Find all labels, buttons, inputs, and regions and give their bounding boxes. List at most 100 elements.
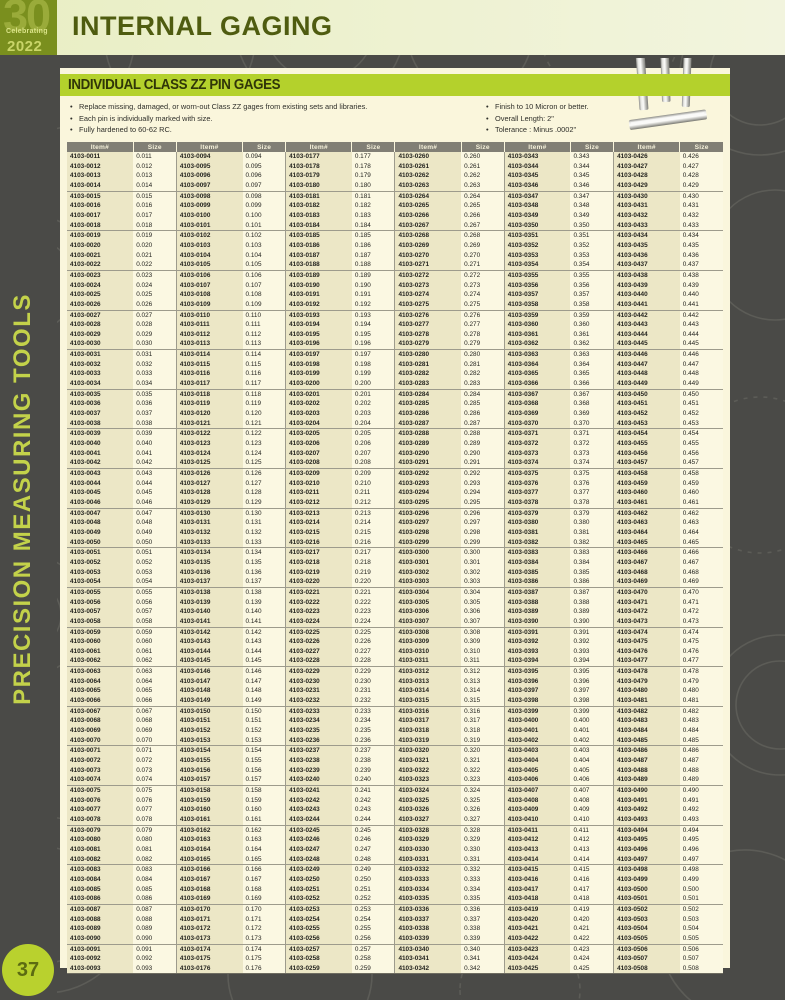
cell-item-number: 4103-0251 — [285, 884, 352, 895]
cell-item-number: 4103-0416 — [503, 874, 571, 885]
cell-item-number: 4103-0467 — [613, 557, 680, 568]
cell-size-value: 0.322 — [461, 765, 505, 776]
cell-item-number: 4103-0264 — [394, 191, 462, 202]
cell-item-number: 4103-0330 — [394, 844, 462, 855]
cell-item-number: 4103-0064 — [67, 676, 134, 687]
cell-item-number: 4103-0316 — [394, 706, 462, 717]
cell-item-number: 4103-0097 — [175, 180, 243, 192]
cell-size-value: 0.245 — [351, 825, 395, 836]
cell-size-value: 0.065 — [133, 686, 177, 697]
cell-size-value: 0.393 — [570, 646, 614, 657]
cell-size-value: 0.050 — [133, 537, 177, 549]
cell-size-value: 0.107 — [242, 280, 286, 291]
cell-item-number: 4103-0371 — [503, 428, 571, 440]
cell-item-number: 4103-0379 — [503, 508, 571, 519]
table-row: 4103-0082 0.082 4103-0165 0.165 4103-0248 0.2… — [67, 854, 723, 866]
cell-size-value: 0.299 — [461, 537, 505, 549]
cell-item-number: 4103-0334 — [394, 884, 462, 895]
cell-item-number: 4103-0425 — [503, 963, 571, 975]
cell-item-number: 4103-0368 — [503, 399, 571, 410]
cell-item-number: 4103-0022 — [67, 260, 134, 271]
cell-size-value: 0.296 — [461, 508, 505, 519]
cell-size-value: 0.042 — [133, 458, 177, 470]
cell-size-value: 0.102 — [242, 230, 286, 241]
cell-size-value: 0.071 — [133, 745, 177, 757]
cell-item-number: 4103-0143 — [175, 637, 243, 647]
cell-size-value: 0.392 — [570, 637, 614, 647]
table-row: 4103-0089 0.089 4103-0172 0.172 4103-0255 0.2… — [67, 924, 723, 934]
cell-item-number: 4103-0438 — [613, 270, 680, 281]
cell-item-number: 4103-0504 — [613, 924, 680, 934]
cell-size-value: 0.300 — [461, 547, 505, 558]
cell-size-value: 0.108 — [242, 290, 286, 300]
cell-size-value: 0.453 — [679, 418, 723, 430]
cell-size-value: 0.019 — [133, 230, 177, 241]
cell-size-value: 0.035 — [133, 389, 177, 400]
cell-item-number: 4103-0258 — [285, 954, 352, 964]
cell-item-number: 4103-0170 — [175, 904, 243, 915]
pin-gage-table: Item# Size Item# Size Item# Size Item# Size Item… — [67, 142, 723, 975]
cell-size-value: 0.023 — [133, 270, 177, 281]
table-row: 4103-0083 0.083 4103-0166 0.166 4103-0249 0.2… — [67, 864, 723, 875]
table-row: 4103-0084 0.084 4103-0167 0.167 4103-0250 0.2… — [67, 874, 723, 885]
cell-size-value: 0.048 — [133, 518, 177, 528]
cell-size-value: 0.382 — [570, 537, 614, 549]
cell-item-number: 4103-0091 — [67, 944, 134, 955]
cell-size-value: 0.421 — [570, 924, 614, 934]
feature-list-right: Finish to 10 Micron or better. Overall L… — [486, 101, 716, 136]
table-row: 4103-0011 0.011 4103-0094 0.094 4103-0177 0.1… — [67, 152, 723, 162]
table-row: 4103-0024 0.024 4103-0107 0.107 4103-0190 0.1… — [67, 280, 723, 291]
cell-size-value: 0.484 — [679, 726, 723, 736]
cell-item-number: 4103-0284 — [394, 389, 462, 400]
cell-item-number: 4103-0485 — [613, 735, 680, 747]
cell-size-value: 0.375 — [570, 468, 614, 479]
cell-item-number: 4103-0118 — [175, 389, 243, 400]
cell-item-number: 4103-0349 — [503, 210, 571, 221]
cell-item-number: 4103-0412 — [503, 835, 571, 845]
cell-item-number: 4103-0190 — [285, 280, 352, 291]
column-header-item-4: Item# — [394, 142, 462, 152]
cell-item-number: 4103-0052 — [67, 557, 134, 568]
cell-item-number: 4103-0126 — [175, 468, 243, 479]
cell-size-value: 0.105 — [242, 260, 286, 271]
cell-size-value: 0.318 — [461, 726, 505, 736]
cell-size-value: 0.451 — [679, 399, 723, 410]
table-row: 4103-0039 0.039 4103-0122 0.122 4103-0205 0.2… — [67, 428, 723, 440]
cell-size-value: 0.055 — [133, 587, 177, 598]
cell-size-value: 0.083 — [133, 864, 177, 875]
cell-size-value: 0.190 — [351, 280, 395, 291]
cell-size-value: 0.087 — [133, 904, 177, 915]
cell-size-value: 0.149 — [242, 696, 286, 707]
table-row: 4103-0070 0.070 4103-0153 0.153 4103-0236 0.2… — [67, 735, 723, 747]
cell-size-value: 0.176 — [242, 963, 286, 975]
table-row: 4103-0079 0.079 4103-0162 0.162 4103-0245 0.2… — [67, 825, 723, 836]
cell-item-number: 4103-0388 — [503, 597, 571, 608]
cell-size-value: 0.473 — [679, 616, 723, 628]
cell-item-number: 4103-0061 — [67, 646, 134, 657]
cell-size-value: 0.117 — [242, 379, 286, 390]
cell-item-number: 4103-0192 — [285, 299, 352, 311]
cell-size-value: 0.456 — [679, 448, 723, 459]
cell-item-number: 4103-0359 — [503, 310, 571, 321]
cell-size-value: 0.233 — [351, 706, 395, 717]
cell-size-value: 0.053 — [133, 567, 177, 578]
cell-size-value: 0.482 — [679, 706, 723, 717]
cell-size-value: 0.389 — [570, 607, 614, 617]
cell-item-number: 4103-0116 — [175, 369, 243, 380]
table-row: 4103-0032 0.032 4103-0115 0.115 4103-0198 0.1… — [67, 359, 723, 370]
cell-size-value: 0.114 — [242, 349, 286, 360]
cell-item-number: 4103-0228 — [285, 656, 352, 668]
cell-size-value: 0.420 — [570, 914, 614, 925]
cell-size-value: 0.302 — [461, 567, 505, 578]
cell-size-value: 0.018 — [133, 220, 177, 232]
cell-size-value: 0.078 — [133, 814, 177, 826]
cell-item-number: 4103-0272 — [394, 270, 462, 281]
cell-size-value: 0.339 — [461, 933, 505, 945]
cell-size-value: 0.447 — [679, 359, 723, 370]
cell-item-number: 4103-0021 — [67, 250, 134, 261]
cell-size-value: 0.173 — [242, 933, 286, 945]
cell-size-value: 0.181 — [351, 191, 395, 202]
cell-item-number: 4103-0372 — [503, 439, 571, 449]
cell-item-number: 4103-0431 — [613, 201, 680, 211]
cell-item-number: 4103-0016 — [67, 201, 134, 211]
